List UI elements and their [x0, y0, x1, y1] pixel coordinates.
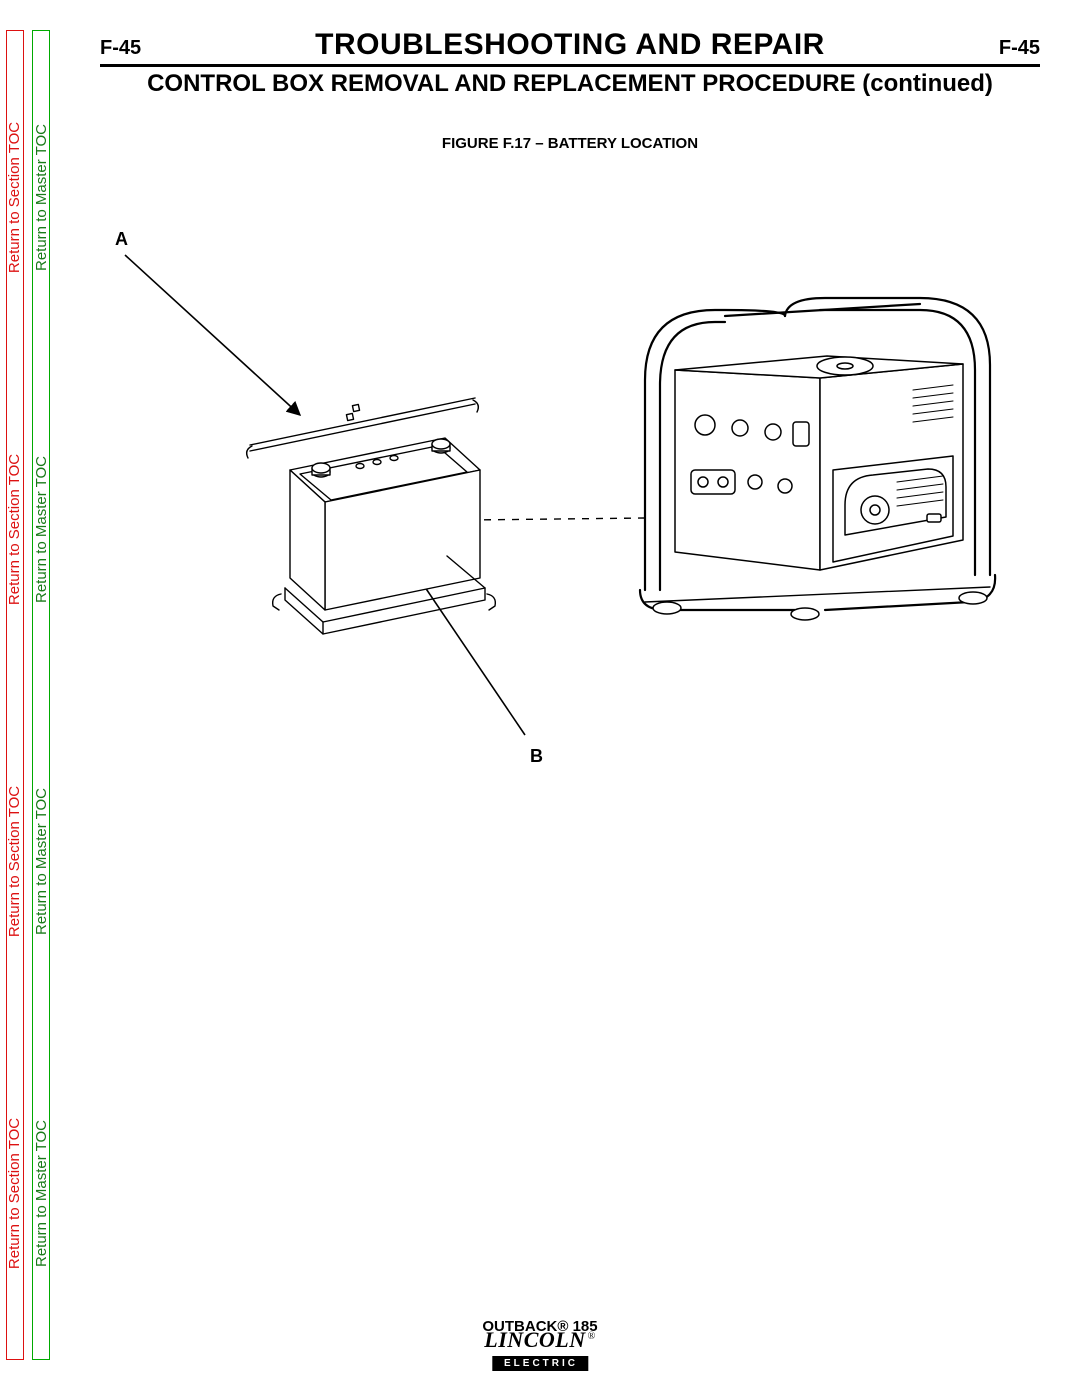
- page: Return to Section TOC Return to Section …: [0, 0, 1080, 1397]
- enclosure: [675, 356, 963, 570]
- battery-assembly: [247, 398, 496, 634]
- sidebar-master-seg[interactable]: Return to Master TOC: [33, 31, 49, 364]
- brand-sub: ELECTRIC: [492, 1356, 588, 1371]
- sidebar-section-seg[interactable]: Return to Section TOC: [7, 31, 23, 364]
- sidebar-section-label: Return to Section TOC: [7, 122, 23, 273]
- sidebar-master-label: Return to Master TOC: [33, 124, 49, 271]
- brand-logo: LINCOLN® ELECTRIC: [484, 1327, 595, 1371]
- sidebar-section-label: Return to Section TOC: [7, 786, 23, 937]
- sidebar-section-label: Return to Section TOC: [7, 1118, 23, 1269]
- sidebar-master-label: Return to Master TOC: [33, 456, 49, 603]
- sidebar-master-seg[interactable]: Return to Master TOC: [33, 1027, 49, 1359]
- figure-diagram: A B: [85, 170, 1045, 790]
- sidebar-section-seg[interactable]: Return to Section TOC: [7, 1027, 23, 1359]
- page-number-left: F-45: [100, 37, 141, 60]
- page-title: TROUBLESHOOTING AND REPAIR: [315, 28, 825, 62]
- sidebar-section-seg[interactable]: Return to Section TOC: [7, 364, 23, 696]
- sidebar-section-toc-rail: Return to Section TOC Return to Section …: [6, 30, 24, 1360]
- brand-reg: ®: [588, 1331, 596, 1342]
- brand-name: LINCOLN: [484, 1327, 585, 1352]
- projection-dash: [470, 518, 645, 520]
- sidebar-section-seg[interactable]: Return to Section TOC: [7, 696, 23, 1028]
- sidebar-master-seg[interactable]: Return to Master TOC: [33, 696, 49, 1028]
- leader-line-b: [410, 565, 525, 735]
- sidebar-master-seg[interactable]: Return to Master TOC: [33, 364, 49, 696]
- sidebar-section-label: Return to Section TOC: [7, 454, 23, 605]
- sidebar-master-label: Return to Master TOC: [33, 788, 49, 935]
- welder-machine: [640, 298, 995, 620]
- sidebar-master-toc-rail: Return to Master TOC Return to Master TO…: [32, 30, 50, 1360]
- figure-caption: FIGURE F.17 – BATTERY LOCATION: [100, 135, 1040, 152]
- sidebar-master-label: Return to Master TOC: [33, 1120, 49, 1267]
- leader-line-a: [125, 255, 300, 415]
- callout-a: A: [115, 229, 128, 249]
- page-header: F-45 TROUBLESHOOTING AND REPAIR F-45: [100, 28, 1040, 67]
- page-number-right: F-45: [999, 37, 1040, 60]
- battery-body: [290, 438, 480, 610]
- page-subtitle: CONTROL BOX REMOVAL AND REPLACEMENT PROC…: [100, 70, 1040, 98]
- callout-b: B: [530, 746, 543, 766]
